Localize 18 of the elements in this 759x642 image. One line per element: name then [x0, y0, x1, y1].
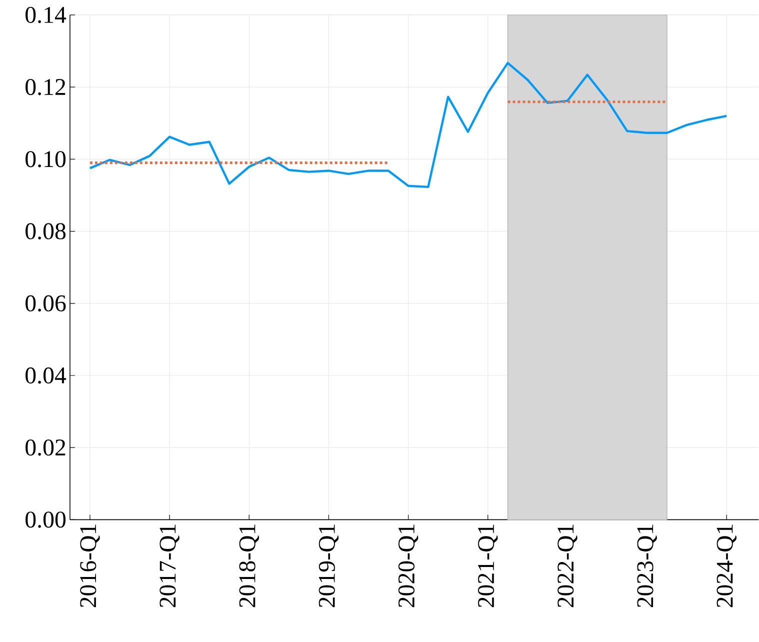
y-tick-label: 0.10 [26, 151, 66, 168]
x-tick-label: 2017-Q1 [160, 524, 180, 608]
x-tick-label: 2016-Q1 [80, 524, 100, 608]
y-tick-label: 0.08 [26, 223, 66, 240]
y-tick-label: 0.06 [26, 295, 66, 312]
y-tick-label: 0.14 [26, 7, 66, 24]
x-tick-label: 2020-Q1 [398, 524, 418, 608]
y-tick-label: 0.02 [26, 440, 66, 456]
x-tick-label: 2018-Q1 [239, 524, 260, 608]
line-series [88, 62, 728, 188]
y-tick-label: 0.12 [26, 79, 66, 96]
x-tick-label: 2019-Q1 [318, 524, 339, 608]
x-tick-label: 2024-Q1 [716, 524, 737, 608]
x-tick-label: 2022-Q1 [558, 524, 578, 608]
y-tick-label: 0.00 [26, 512, 66, 528]
y-tick-label: 0.04 [26, 368, 66, 384]
x-tick-label: 2023-Q1 [637, 524, 657, 608]
x-tick-label: 2021-Q1 [478, 524, 498, 608]
